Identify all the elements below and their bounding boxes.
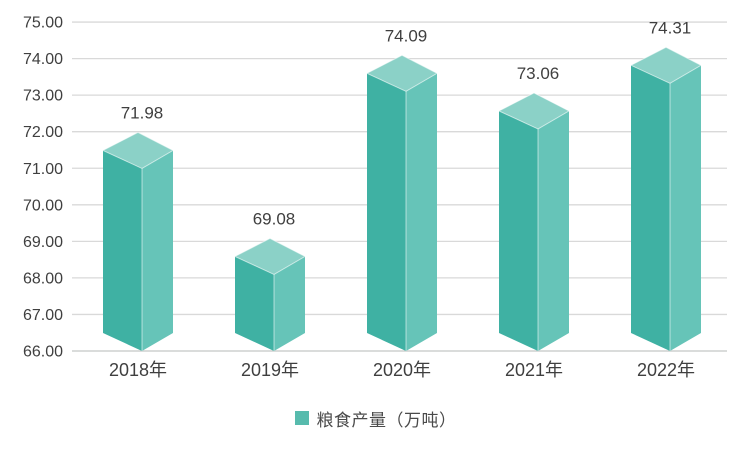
y-tick-label: 70.00 (23, 197, 63, 214)
y-tick-label: 69.00 (23, 234, 63, 251)
bar-left-face (499, 110, 538, 351)
legend-marker-icon (294, 411, 309, 425)
x-category-label: 2021年 (505, 360, 563, 380)
bar-right-face (538, 110, 569, 351)
chart-plot-area: 75.00 74.00 73.00 72.00 71.00 70.00 69.00 68.00… (23, 15, 727, 380)
x-category-label: 2020年 (373, 360, 431, 380)
bar-left-face (103, 150, 142, 351)
bar-right-face (670, 65, 701, 351)
y-tick-label: 73.00 (23, 88, 63, 105)
bar-left-face (367, 73, 406, 352)
bar-data-label: 74.09 (385, 26, 428, 45)
y-tick-label: 75.00 (23, 15, 63, 32)
y-tick-label: 66.00 (23, 344, 63, 361)
bar-right-face (406, 73, 437, 352)
bar-left-face (235, 256, 274, 351)
bar-data-label: 73.06 (517, 64, 560, 83)
y-tick-label: 71.00 (23, 161, 63, 178)
y-tick-label: 67.00 (23, 307, 63, 324)
chart-legend: 粮食产量（万吨） (0, 406, 751, 430)
x-category-label: 2019年 (241, 360, 299, 380)
bar-data-label: 74.31 (649, 18, 692, 37)
bar-left-face (631, 65, 670, 351)
bar-data-label: 69.08 (253, 209, 296, 228)
bar-right-face (274, 256, 305, 351)
y-tick-label: 72.00 (23, 124, 63, 141)
legend-series-label: 粮食产量（万吨） (316, 410, 457, 430)
y-tick-label: 74.00 (23, 51, 63, 68)
x-category-label: 2018年 (109, 360, 167, 380)
x-category-label: 2022年 (637, 360, 695, 380)
bar-right-face (142, 150, 173, 351)
y-tick-label: 68.00 (23, 270, 63, 287)
bar-data-label: 71.98 (121, 103, 164, 122)
